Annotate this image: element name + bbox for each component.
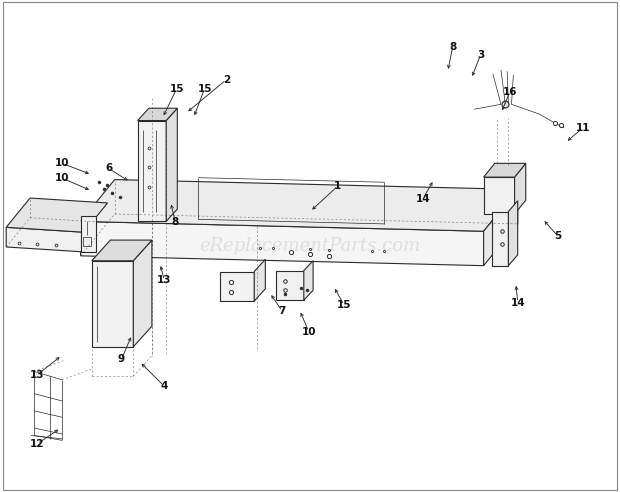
Polygon shape (166, 108, 177, 221)
Polygon shape (304, 261, 313, 300)
Text: 13: 13 (30, 370, 45, 380)
Text: 2: 2 (223, 75, 230, 85)
Text: 14: 14 (415, 194, 430, 204)
Text: 12: 12 (30, 439, 45, 449)
Polygon shape (254, 259, 265, 301)
Polygon shape (484, 163, 526, 177)
Polygon shape (492, 212, 508, 266)
Polygon shape (6, 198, 108, 232)
Text: 1: 1 (334, 181, 342, 191)
Text: 6: 6 (105, 163, 112, 173)
Text: 3: 3 (477, 50, 484, 60)
Text: 10: 10 (55, 173, 69, 183)
Polygon shape (6, 227, 84, 252)
Polygon shape (220, 272, 254, 301)
Text: 8: 8 (172, 217, 179, 227)
Polygon shape (133, 240, 152, 347)
Text: 15: 15 (169, 84, 184, 93)
Text: 8: 8 (449, 42, 456, 52)
Text: 15: 15 (197, 84, 212, 93)
Polygon shape (276, 271, 304, 300)
Text: 14: 14 (510, 298, 525, 308)
Polygon shape (484, 189, 518, 266)
Polygon shape (92, 261, 133, 347)
Text: 5: 5 (554, 231, 562, 241)
Text: 13: 13 (157, 276, 172, 285)
Text: 15: 15 (337, 300, 352, 310)
Bar (83, 237, 91, 246)
Polygon shape (484, 177, 515, 214)
Polygon shape (81, 216, 96, 252)
Text: 10: 10 (55, 158, 69, 168)
Text: 16: 16 (502, 88, 517, 97)
Polygon shape (515, 163, 526, 214)
Polygon shape (138, 108, 177, 121)
Polygon shape (92, 240, 152, 261)
Polygon shape (138, 121, 166, 221)
Text: 11: 11 (575, 123, 590, 133)
Text: 10: 10 (301, 327, 316, 337)
Polygon shape (81, 221, 484, 266)
Polygon shape (508, 201, 518, 266)
Text: 7: 7 (278, 306, 286, 316)
Polygon shape (81, 180, 518, 231)
Text: eReplacementParts.com: eReplacementParts.com (200, 237, 420, 255)
Text: 4: 4 (161, 381, 168, 391)
Text: 9: 9 (118, 354, 125, 364)
